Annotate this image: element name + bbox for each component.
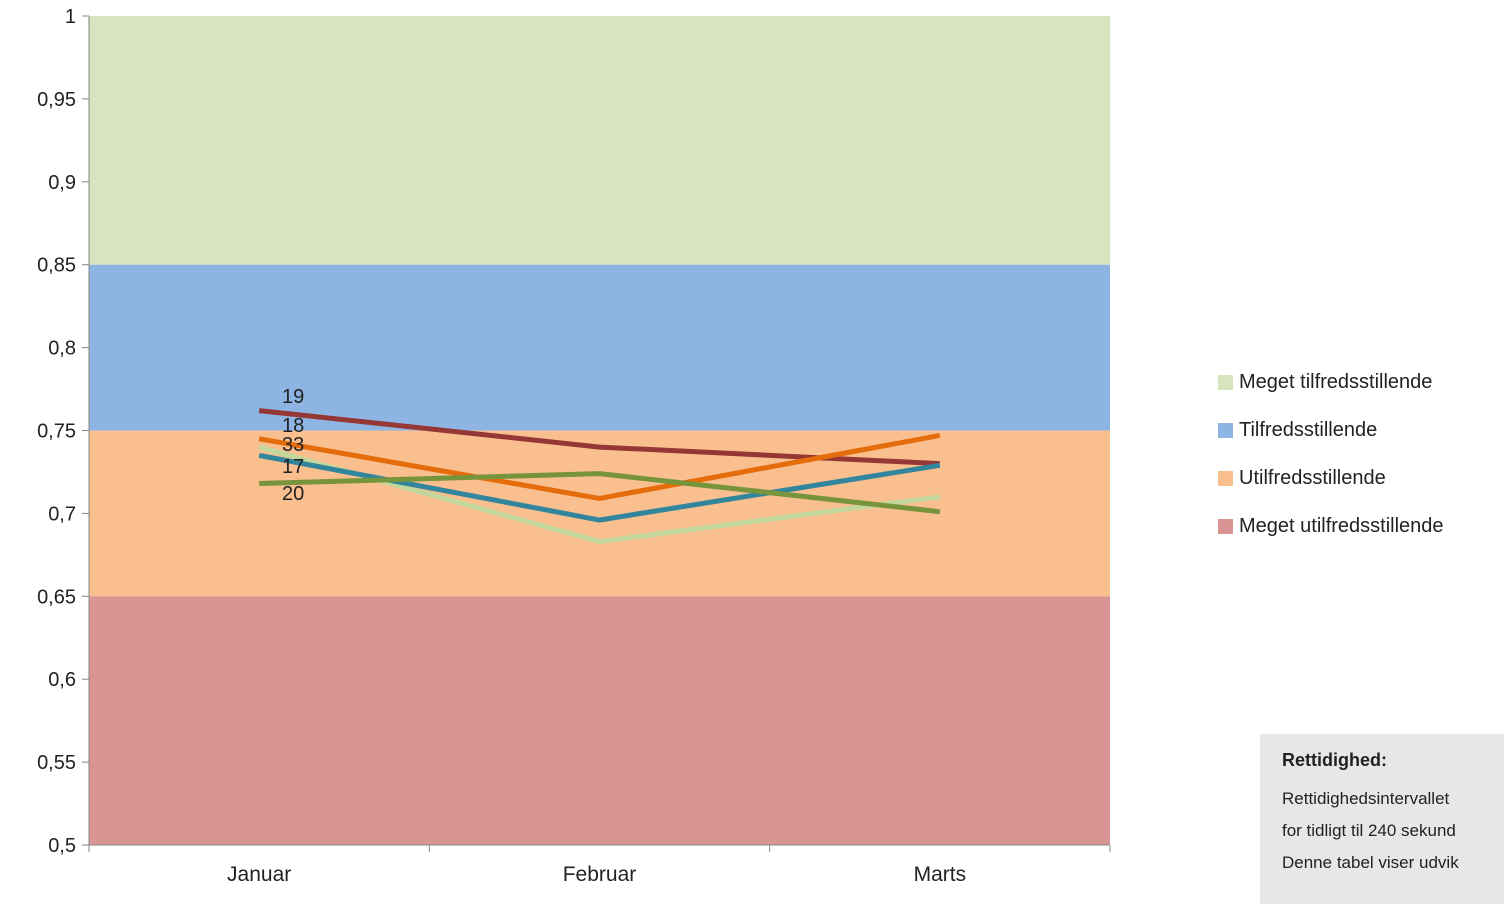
- series-line-18: [258, 433, 941, 502]
- y-axis-ticks: 0,5 0,55 0,6 0,65 0,7 0,75 0,8 0,85 0,9 0,95 1: [37, 6, 89, 857]
- info-box-title: Rettidighed:: [1282, 750, 1387, 770]
- y-tick-label: 0,8: [48, 338, 76, 360]
- legend-label: Meget tilfredsstillende: [1239, 370, 1433, 393]
- legend-swatch: [1218, 422, 1233, 438]
- y-tick-label: 0,9: [48, 172, 76, 194]
- band-meget-tilfredsstillende: [89, 16, 1110, 265]
- data-label-20: 20: [282, 483, 304, 505]
- y-tick-label: 0,85: [37, 255, 76, 277]
- x-tick-label: Februar: [563, 863, 637, 886]
- legend: Meget tilfredsstillende Tilfredsstillend…: [1218, 358, 1504, 550]
- y-tick-label: 1: [65, 6, 76, 28]
- band-tilfredsstillende: [89, 264, 1110, 431]
- x-axis-ticks: Januar Februar Marts: [88, 845, 1111, 886]
- y-tick-label: 0,6: [48, 669, 76, 691]
- legend-swatch: [1218, 518, 1233, 534]
- legend-label: Meget utilfredsstillende: [1239, 514, 1444, 537]
- y-tick-label: 0,7: [48, 503, 76, 525]
- series-line-17: [258, 452, 941, 523]
- data-label-18: 18: [282, 415, 304, 437]
- y-tick-label: 0,65: [37, 586, 76, 608]
- y-tick-label: 0,75: [37, 421, 76, 443]
- data-label-17: 17: [282, 456, 304, 478]
- info-box-line: for tidligt til 240 sekund: [1282, 821, 1456, 840]
- legend-item-meget-utilfredsstillende: Meget utilfredsstillende: [1218, 502, 1504, 550]
- series-lines: [258, 408, 941, 545]
- series-line-20: [259, 471, 941, 515]
- band-meget-utilfredsstillende: [89, 596, 1110, 845]
- legend-label: Tilfredsstillende: [1239, 418, 1378, 441]
- y-tick-label: 0,55: [37, 752, 76, 774]
- legend-swatch: [1218, 470, 1233, 486]
- y-tick-label: 0,5: [48, 835, 76, 857]
- y-tick-label: 0,95: [37, 89, 76, 111]
- legend-item-meget-tilfredsstillende: Meget tilfredsstillende: [1218, 358, 1504, 406]
- legend-label: Utilfredsstillende: [1239, 466, 1386, 489]
- data-label-33: 33: [282, 434, 304, 456]
- background-bands: [89, 16, 1110, 845]
- legend-swatch: [1218, 374, 1233, 390]
- legend-item-utilfredsstillende: Utilfredsstillende: [1218, 454, 1504, 502]
- info-box-line: Rettidighedsintervallet: [1282, 789, 1450, 808]
- x-tick-label: Januar: [227, 863, 291, 886]
- x-tick-label: Marts: [914, 863, 967, 886]
- info-box-line: Denne tabel viser udvik: [1282, 853, 1459, 872]
- info-box: Rettidighed: Rettidighedsintervallet for…: [1260, 734, 1504, 904]
- band-utilfredsstillende: [89, 430, 1110, 597]
- legend-item-tilfredsstillende: Tilfredsstillende: [1218, 406, 1504, 454]
- data-label-19: 19: [282, 386, 304, 408]
